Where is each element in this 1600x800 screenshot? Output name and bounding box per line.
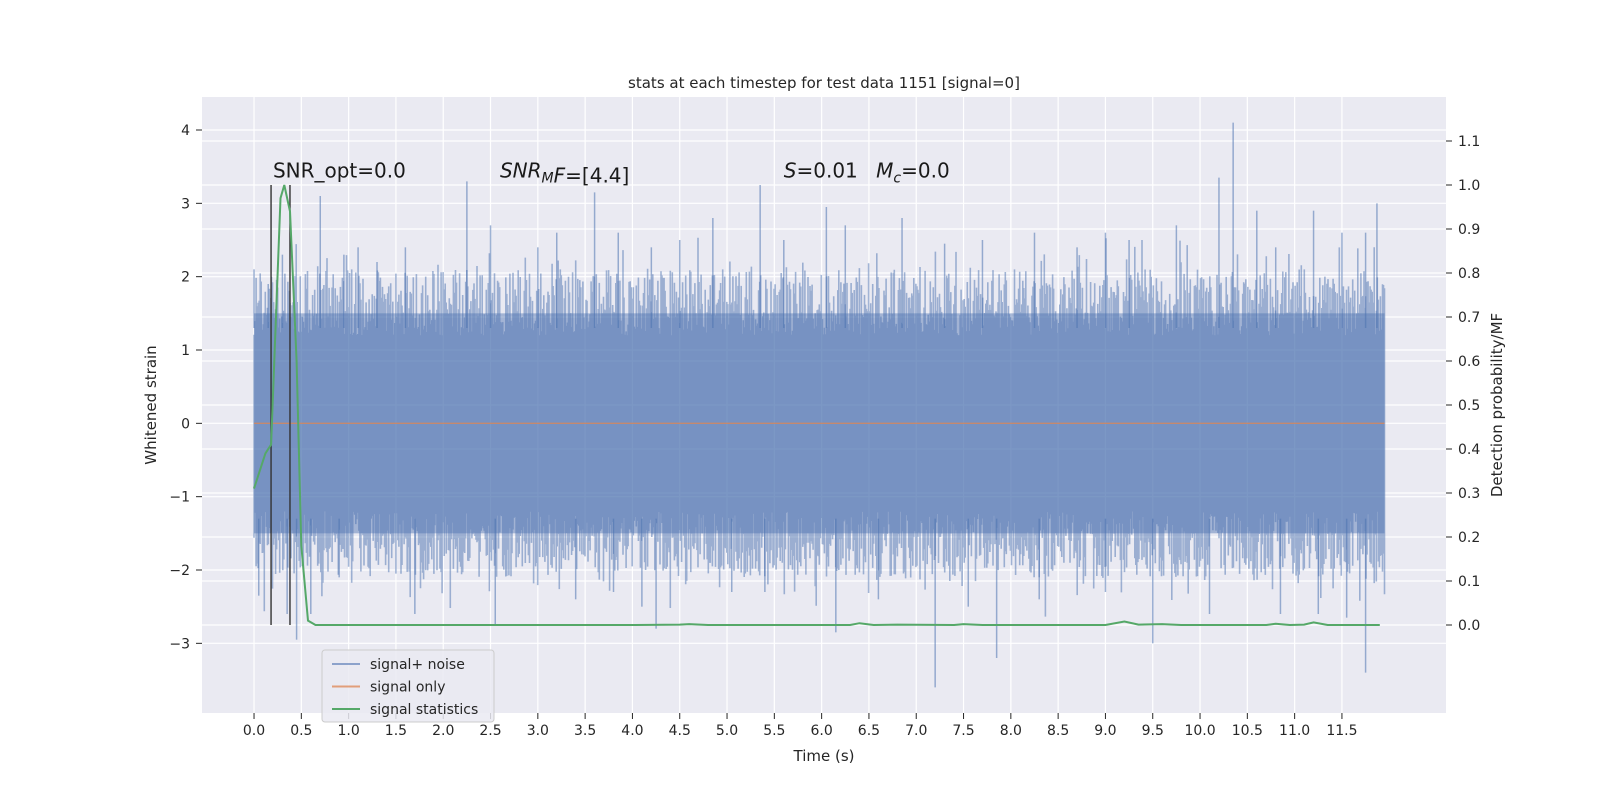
- x-tick-label: 1.0: [337, 723, 359, 739]
- y-axis-ticks: 4 3 2 1 0 −1 −2 −3: [169, 123, 202, 652]
- y2-tick-label: 0.8: [1458, 266, 1480, 282]
- x-tick-label: 10.5: [1232, 723, 1263, 739]
- x-tick-label: 5.5: [763, 723, 785, 739]
- y-tick-label: −2: [169, 563, 190, 579]
- annotation-part: F: [554, 164, 566, 188]
- y-tick-label: 3: [181, 196, 190, 212]
- x-tick-label: 6.5: [858, 723, 880, 739]
- x-tick-label: 3.5: [574, 723, 596, 739]
- y-tick-label: 0: [181, 416, 190, 432]
- y2-axis-ticks: 1.1 1.0 0.9 0.8 0.7 0.6 0.5 0.4 0.3 0.2 0.1 0.0: [1446, 134, 1480, 634]
- x-axis-ticks: 0.0 0.5 1.0 1.5 2.0 2.5 3.0 3.5 4.0 4.5 5.0 5.5 6.0 6…: [243, 713, 1358, 739]
- legend-label: signal statistics: [370, 702, 478, 718]
- annotation-part: M: [542, 171, 554, 187]
- x-tick-label: 2.0: [432, 723, 454, 739]
- y-tick-label: 1: [181, 343, 190, 359]
- x-tick-label: 8.0: [1000, 723, 1022, 739]
- x-tick-label: 7.5: [952, 723, 974, 739]
- x-tick-label: 7.0: [905, 723, 927, 739]
- annotation-s-mc: S=0.01 Mc=0.0: [784, 159, 950, 187]
- x-tick-label: 11.0: [1279, 723, 1310, 739]
- x-tick-label: 3.0: [527, 723, 549, 739]
- x-tick-label: 0.5: [290, 723, 312, 739]
- x-tick-label: 6.0: [811, 723, 833, 739]
- series-signal-statistics: [253, 184, 1380, 627]
- annotation-part: =[4.4]: [565, 164, 629, 188]
- x-tick-label: 4.0: [621, 723, 643, 739]
- y2-tick-label: 0.0: [1458, 618, 1480, 634]
- y-axis-label: Whitened strain: [142, 345, 160, 464]
- y-tick-label: −1: [169, 490, 190, 506]
- y2-tick-label: 0.6: [1458, 354, 1480, 370]
- legend: signal+ noise signal only signal statistic…: [321, 649, 495, 723]
- chart-title: stats at each timestep for test data 115…: [628, 74, 1020, 92]
- x-tick-label: 1.5: [385, 723, 407, 739]
- x-tick-label: 9.0: [1094, 723, 1116, 739]
- series-signal-noise: [253, 237, 1386, 617]
- x-axis-label: Time (s): [793, 747, 855, 765]
- annotation-part: =0.0: [901, 159, 950, 183]
- legend-label: signal+ noise: [370, 657, 465, 673]
- y-tick-label: −3: [169, 636, 190, 652]
- annotation-part: S: [784, 159, 797, 183]
- y2-tick-label: 0.1: [1458, 574, 1480, 590]
- annotations: SNR_opt=0.0 SNRMF=[4.4] S=0.01 Mc=0.0: [273, 159, 950, 188]
- y2-tick-label: 1.1: [1458, 134, 1480, 150]
- annotation-snr-mf: SNRMF=[4.4]: [500, 159, 629, 188]
- y2-tick-label: 0.2: [1458, 530, 1480, 546]
- x-tick-label: 9.5: [1142, 723, 1164, 739]
- x-tick-label: 5.0: [716, 723, 738, 739]
- x-tick-label: 4.5: [669, 723, 691, 739]
- y-tick-label: 2: [181, 270, 190, 286]
- y2-tick-label: 0.4: [1458, 442, 1480, 458]
- y2-tick-label: 0.5: [1458, 398, 1480, 414]
- annotation-part: M: [876, 159, 893, 183]
- x-tick-label: 10.0: [1184, 723, 1215, 739]
- y2-tick-label: 0.7: [1458, 310, 1480, 326]
- annotation-part: c: [893, 171, 901, 187]
- legend-box: [321, 649, 495, 723]
- y2-tick-label: 0.3: [1458, 486, 1480, 502]
- x-tick-label: 2.5: [479, 723, 501, 739]
- legend-label: signal only: [370, 680, 445, 696]
- y2-tick-label: 0.9: [1458, 222, 1480, 238]
- annotation-part: SNR: [500, 159, 542, 183]
- x-tick-label: 0.0: [243, 723, 265, 739]
- x-tick-label: 8.5: [1047, 723, 1069, 739]
- y-tick-label: 4: [181, 123, 190, 139]
- y2-axis-label: Detection probability/MF: [1488, 313, 1506, 497]
- annotation-snr-opt: SNR_opt=0.0: [273, 159, 406, 183]
- plot-layer: [253, 122, 1386, 688]
- annotation-part: =0.01: [796, 159, 864, 183]
- x-tick-label: 11.5: [1326, 723, 1357, 739]
- y2-tick-label: 1.0: [1458, 178, 1480, 194]
